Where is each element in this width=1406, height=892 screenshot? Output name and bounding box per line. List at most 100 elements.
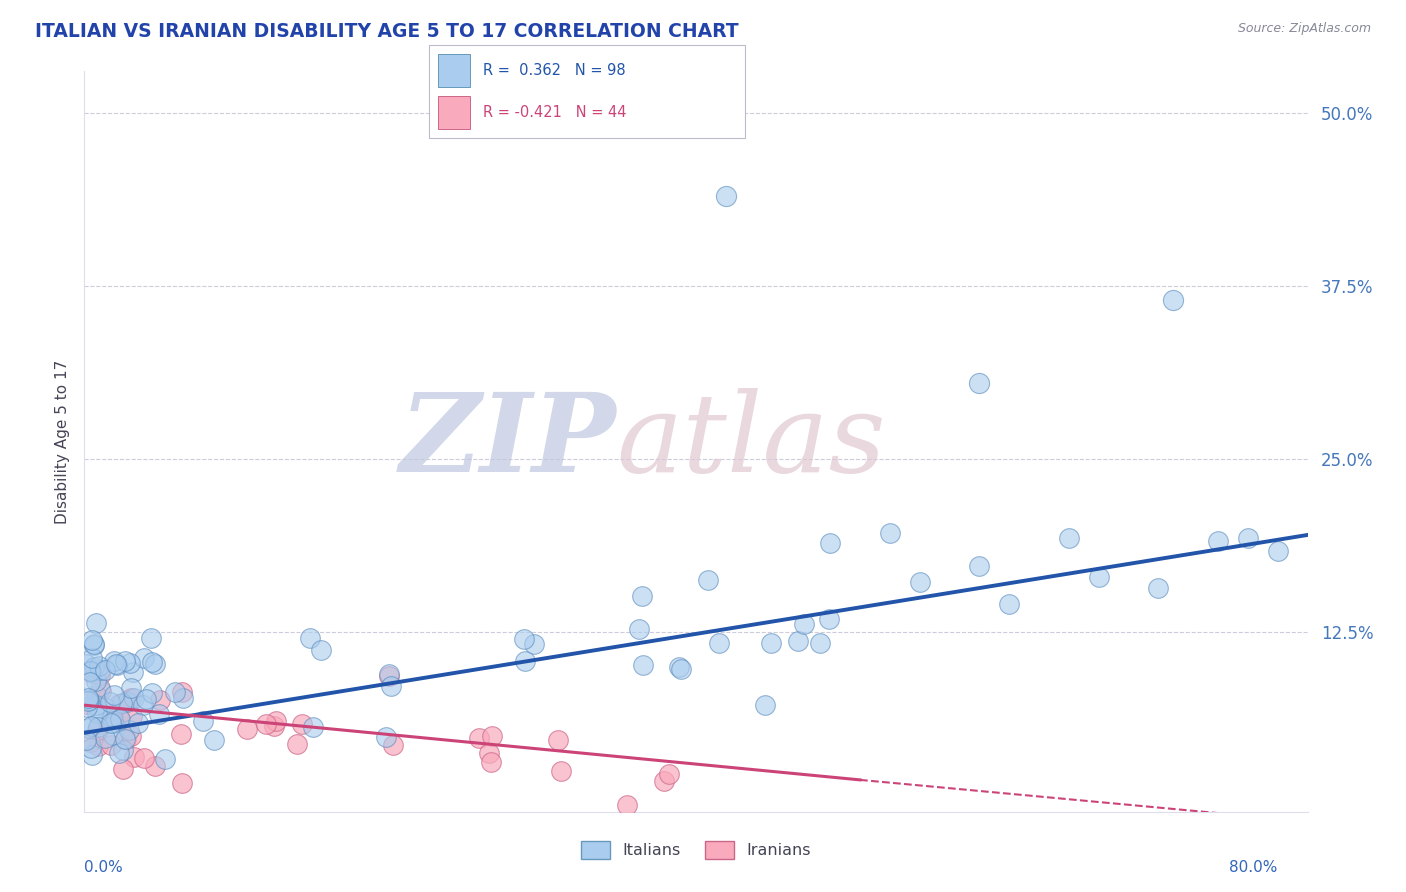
Point bbox=[134, 651, 156, 665]
Point bbox=[80, 632, 103, 647]
Point bbox=[139, 631, 162, 645]
Point bbox=[111, 743, 134, 757]
Point bbox=[86, 615, 108, 630]
Point bbox=[170, 776, 193, 790]
Point bbox=[86, 723, 108, 737]
Point bbox=[787, 634, 810, 648]
Point bbox=[481, 729, 503, 743]
Point bbox=[818, 611, 841, 625]
Point bbox=[77, 721, 100, 735]
Point bbox=[523, 637, 546, 651]
Point bbox=[94, 664, 117, 678]
Point bbox=[83, 660, 105, 674]
Point bbox=[818, 536, 841, 550]
Point bbox=[107, 709, 129, 723]
Point bbox=[84, 673, 107, 688]
Point bbox=[616, 797, 638, 812]
Point bbox=[103, 689, 125, 703]
Point bbox=[82, 665, 104, 680]
Point bbox=[264, 714, 287, 728]
Text: ZIP: ZIP bbox=[399, 388, 616, 495]
Point bbox=[94, 731, 117, 745]
Point bbox=[76, 697, 98, 711]
Point bbox=[793, 617, 815, 632]
Point bbox=[669, 662, 692, 676]
Point bbox=[80, 740, 103, 755]
Point bbox=[148, 707, 170, 722]
Point bbox=[86, 706, 108, 720]
Point bbox=[111, 696, 134, 710]
Point bbox=[969, 559, 991, 574]
Point bbox=[1147, 582, 1170, 596]
Text: 80.0%: 80.0% bbox=[1229, 860, 1278, 875]
Point bbox=[298, 631, 321, 645]
Text: R =  0.362   N = 98: R = 0.362 N = 98 bbox=[482, 62, 626, 78]
Point bbox=[631, 589, 654, 603]
Point bbox=[127, 716, 149, 731]
Point bbox=[75, 733, 97, 747]
Point bbox=[107, 711, 129, 725]
Text: Source: ZipAtlas.com: Source: ZipAtlas.com bbox=[1237, 22, 1371, 36]
Point bbox=[879, 526, 901, 541]
Point bbox=[707, 636, 730, 650]
Point bbox=[79, 665, 101, 679]
Point bbox=[477, 746, 499, 760]
Point bbox=[172, 685, 194, 699]
Point bbox=[121, 681, 143, 695]
Point bbox=[105, 657, 128, 672]
Point bbox=[76, 694, 98, 708]
Point bbox=[132, 751, 155, 765]
Legend: Italians, Iranians: Italians, Iranians bbox=[581, 841, 811, 859]
Point bbox=[89, 659, 111, 673]
Point bbox=[513, 632, 536, 647]
Point bbox=[998, 598, 1021, 612]
Point bbox=[547, 732, 569, 747]
Point bbox=[86, 739, 108, 754]
Text: 0.0%: 0.0% bbox=[84, 860, 124, 875]
Point bbox=[1163, 293, 1185, 307]
Point bbox=[80, 651, 103, 665]
Point bbox=[378, 669, 401, 683]
Point bbox=[254, 716, 277, 731]
Point bbox=[104, 657, 127, 672]
Point bbox=[652, 774, 675, 789]
Point bbox=[380, 680, 402, 694]
FancyBboxPatch shape bbox=[429, 45, 745, 138]
Point bbox=[302, 720, 325, 734]
Y-axis label: Disability Age 5 to 17: Disability Age 5 to 17 bbox=[55, 359, 70, 524]
Point bbox=[94, 701, 117, 715]
Point bbox=[153, 752, 176, 766]
Point bbox=[759, 636, 782, 650]
Point bbox=[291, 716, 314, 731]
Point bbox=[89, 704, 111, 718]
FancyBboxPatch shape bbox=[439, 96, 470, 129]
Point bbox=[143, 657, 166, 671]
Point bbox=[697, 573, 720, 587]
Point bbox=[86, 723, 108, 738]
Point bbox=[969, 376, 991, 390]
Point bbox=[79, 693, 101, 707]
Point bbox=[132, 698, 155, 712]
Point bbox=[100, 710, 122, 724]
Point bbox=[120, 729, 142, 743]
Point bbox=[193, 714, 215, 729]
Point bbox=[121, 665, 143, 680]
Point bbox=[513, 654, 536, 668]
Point bbox=[87, 720, 110, 734]
Point bbox=[89, 681, 111, 696]
Point bbox=[89, 668, 111, 682]
Text: R = -0.421   N = 44: R = -0.421 N = 44 bbox=[482, 105, 626, 120]
Point bbox=[115, 695, 138, 709]
Point bbox=[115, 731, 138, 746]
Point bbox=[107, 747, 129, 761]
Point bbox=[908, 575, 931, 590]
Point bbox=[79, 735, 101, 749]
Point bbox=[79, 675, 101, 690]
Point bbox=[141, 655, 163, 669]
Point bbox=[108, 712, 131, 726]
Point bbox=[101, 728, 124, 742]
Point bbox=[80, 747, 103, 762]
Point bbox=[309, 643, 332, 657]
Point bbox=[114, 654, 136, 668]
Point bbox=[754, 698, 776, 713]
